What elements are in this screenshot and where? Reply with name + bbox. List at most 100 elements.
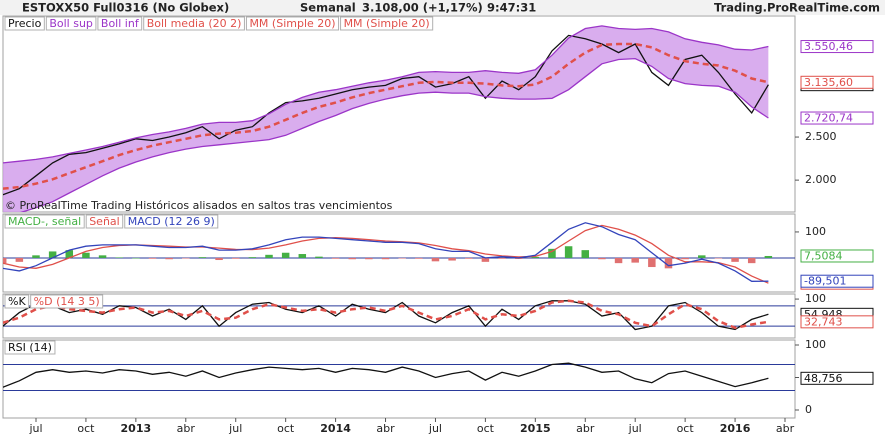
histogram-bar	[481, 257, 490, 262]
series-line	[3, 25, 769, 164]
histogram-bar	[631, 257, 639, 263]
histogram-bar	[664, 257, 673, 269]
band-fill	[3, 25, 769, 212]
value-label: 48,756	[804, 372, 843, 385]
histogram-bar	[448, 257, 456, 261]
x-tick-label: jul	[228, 422, 242, 435]
legend-box	[245, 16, 340, 31]
histogram-bar	[531, 256, 540, 258]
x-tick-label: jul	[428, 422, 442, 435]
histogram-bar	[698, 255, 706, 258]
legend-label: MM (Simple 20)	[249, 17, 335, 30]
panel-plot	[3, 222, 795, 284]
x-tick-label: abr	[576, 422, 595, 435]
value-label: 7,5084	[804, 249, 843, 262]
histogram-bar	[731, 257, 739, 262]
series-line	[3, 222, 769, 282]
histogram-bar	[747, 257, 756, 264]
legend-label: MM (Simple 20)	[344, 17, 430, 30]
value-label: 3.550,46	[804, 40, 853, 53]
legend-label: MACD (12 26 9)	[128, 215, 215, 228]
panel-plot	[3, 299, 795, 331]
histogram-bar	[248, 257, 257, 258]
x-tick-label: 2015	[520, 422, 551, 435]
histogram-bar	[365, 257, 373, 260]
legend-label: Boll inf	[101, 17, 140, 30]
panel-plot	[3, 25, 769, 212]
annotation: © ProRealTime Trading Históricos alisado…	[5, 199, 393, 212]
legend-label: Señal	[89, 215, 120, 228]
legend-box	[143, 16, 245, 31]
histogram-bar	[215, 257, 223, 261]
x-tick-label: jul	[628, 422, 642, 435]
histogram-bar	[132, 257, 140, 259]
legend-box	[4, 340, 56, 355]
histogram-bar	[581, 250, 590, 258]
histogram-bar	[348, 257, 356, 260]
histogram-bar	[648, 257, 656, 268]
series-line	[3, 362, 769, 388]
value-box	[800, 371, 874, 385]
legend-box	[97, 16, 143, 31]
y-tick-label: 2.500	[805, 130, 837, 143]
histogram-bar	[548, 248, 556, 258]
x-tick-label: 2016	[720, 422, 751, 435]
series-line	[3, 34, 769, 196]
x-tick-label: abr	[376, 422, 395, 435]
y-tick-label: 2.000	[805, 173, 837, 186]
x-tick-label: oct	[477, 422, 495, 435]
histogram-bar	[265, 254, 273, 258]
legend-box	[85, 214, 124, 229]
histogram-bar	[182, 257, 190, 259]
histogram-bar	[415, 257, 423, 259]
header-bar	[0, 0, 885, 15]
y-tick-label: 100	[805, 292, 826, 305]
histogram-bar	[231, 257, 240, 259]
value-label: 2.720,74	[804, 112, 853, 125]
panel-frame	[2, 339, 796, 419]
panel-frame	[2, 293, 796, 339]
legend-box	[4, 214, 85, 229]
legend-box	[30, 294, 104, 309]
value-box	[800, 274, 874, 288]
legend-label: MACD-, señal	[8, 215, 81, 228]
x-tick-label: abr	[177, 422, 196, 435]
y-tick-label: 0	[805, 403, 812, 416]
histogram-bar	[281, 252, 290, 258]
value-label: 3.135,60	[804, 76, 853, 89]
histogram-bar	[431, 257, 440, 262]
histogram-bar	[714, 257, 723, 259]
series-line	[3, 299, 769, 330]
y-tick-label: 100	[805, 338, 826, 351]
histogram-bar	[15, 257, 24, 262]
legend-label: Boll media (20 2)	[147, 17, 242, 30]
legend-box	[340, 16, 434, 31]
histogram-bar	[98, 255, 107, 258]
legend-box	[4, 16, 45, 31]
value-box	[800, 75, 874, 89]
histogram-bar	[498, 257, 506, 259]
histogram-bar	[331, 257, 340, 259]
histogram-bar	[3, 257, 7, 264]
histogram-bar	[65, 250, 74, 258]
histogram-bar	[148, 257, 157, 259]
legend-label: %K	[8, 295, 26, 308]
price: 3.108,00 (+1,17%)	[362, 1, 483, 15]
legend-box	[4, 294, 30, 309]
histogram-bar	[165, 257, 173, 260]
legend-label: %D (14 3 5)	[34, 295, 100, 308]
histogram-bar	[315, 256, 323, 258]
histogram-bar	[564, 246, 573, 258]
y-tick-label: 100	[805, 225, 826, 238]
histogram-bar	[598, 257, 606, 260]
series-line	[20, 57, 769, 212]
histogram-bar	[681, 257, 689, 260]
legend-label: Boll sup	[49, 17, 93, 30]
x-tick-label: jul	[28, 422, 42, 435]
time: 9:47:31	[487, 1, 536, 15]
histogram-bar	[398, 257, 406, 259]
legend-label: RSI (14)	[8, 341, 52, 354]
histogram-bar	[381, 257, 390, 260]
site: Trading.ProRealTime.com	[714, 1, 880, 15]
value-box	[800, 249, 874, 263]
